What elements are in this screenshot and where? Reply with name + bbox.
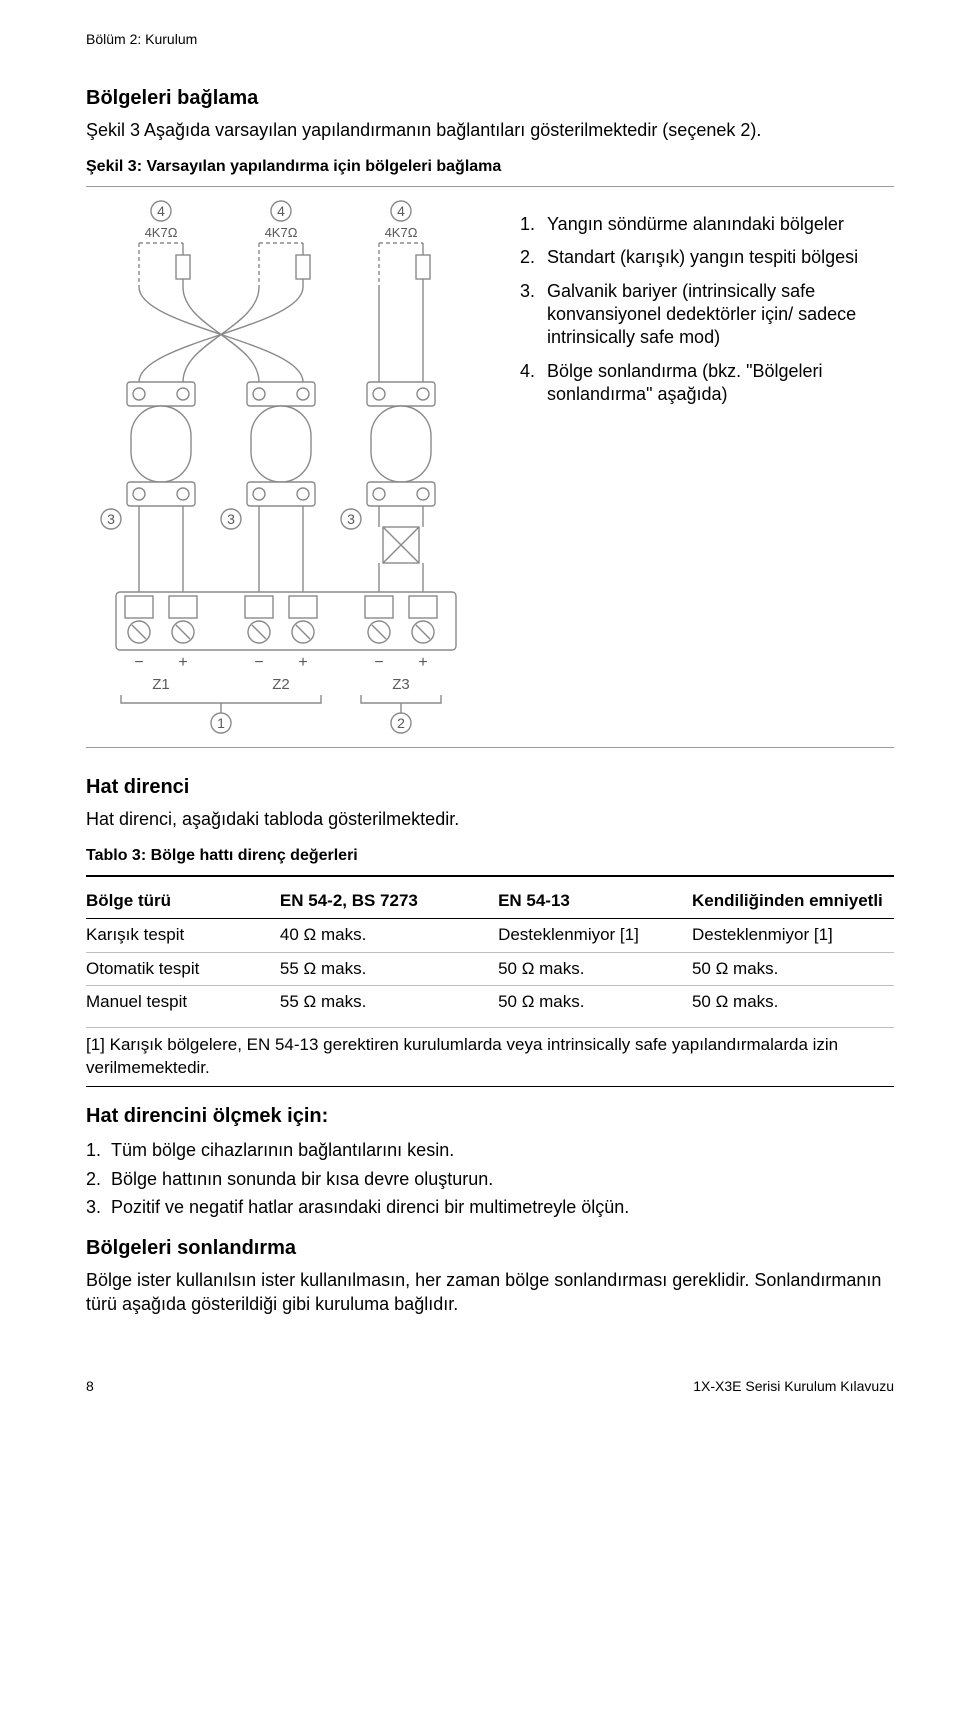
svg-text:+: + [418,654,427,671]
heading-bolgeleri-sonlandirma: Bölgeleri sonlandırma [86,1235,894,1262]
table-cell: 50 Ω maks. [498,986,692,1019]
step-item: 2. Bölge hattının sonunda bir kısa devre … [86,1167,894,1191]
step-text: Pozitif ve negatif hatlar arasındaki dir… [111,1195,629,1219]
step-item: 3. Pozitif ve negatif hatlar arasındaki d… [86,1195,894,1219]
table-row: Karışık tespit40 Ω maks.Desteklenmiyor [… [86,918,894,952]
legend-text: Standart (karışık) yangın tespiti bölges… [547,246,894,269]
heading-hat-direnci: Hat direnci [86,774,894,801]
svg-text:4: 4 [157,203,165,219]
table-cell: Desteklenmiyor [1] [692,918,894,952]
page-footer: 8 1X-X3E Serisi Kurulum Kılavuzu [86,1377,894,1396]
legend-item: 3.Galvanik bariyer (intrinsically safe k… [520,280,894,350]
table-cell: Otomatik tespit [86,952,280,986]
step-item: 1. Tüm bölge cihazlarının bağlantılarını … [86,1138,894,1162]
step-num: 2. [86,1167,101,1191]
table-caption: Tablo 3: Bölge hattı direnç değerleri [86,845,894,867]
svg-text:4K7Ω: 4K7Ω [385,225,418,240]
step-text: Bölge hattının sonunda bir kısa devre ol… [111,1167,493,1191]
figure-caption: Şekil 3: Varsayılan yapılandırma için bö… [86,156,894,178]
svg-text:−: − [374,654,383,671]
legend-text: Yangın söndürme alanındaki bölgeler [547,213,894,236]
step-text: Tüm bölge cihazlarının bağlantılarını ke… [111,1138,454,1162]
svg-text:Z2: Z2 [272,676,290,693]
legend-text: Galvanik bariyer (intrinsically safe kon… [547,280,894,350]
table-row: Otomatik tespit55 Ω maks.50 Ω maks.50 Ω … [86,952,894,986]
hat-direnci-paragraph: Hat direnci, aşağıdaki tabloda gösterilm… [86,807,894,831]
table-cell: 50 Ω maks. [692,952,894,986]
legend-item: 1. Yangın söndürme alanındaki bölgeler [520,213,894,236]
table-header: Kendiliğinden emniyetli [692,885,894,918]
table-cell: Desteklenmiyor [1] [498,918,692,952]
table-cell: Manuel tespit [86,986,280,1019]
intro-paragraph: Şekil 3 Aşağıda varsayılan yapılandırman… [86,118,894,142]
svg-text:+: + [298,654,307,671]
sonlandirma-paragraph: Bölge ister kullanılsın ister kullanılma… [86,1268,894,1317]
legend-num: 4. [520,360,535,407]
svg-text:3: 3 [227,511,235,527]
step-num: 1. [86,1138,101,1162]
table-top-rule [86,875,894,877]
legend-num: 1. [520,213,535,236]
table-cell: 50 Ω maks. [498,952,692,986]
doc-title: 1X-X3E Serisi Kurulum Kılavuzu [693,1377,894,1396]
step-num: 3. [86,1195,101,1219]
figure-row: 44K7Ω44K7Ω44K7Ω 333 −+−+−+ Z1Z2Z [86,197,894,737]
table-cell: 50 Ω maks. [692,986,894,1019]
svg-text:−: − [254,654,263,671]
table-cell: 40 Ω maks. [280,918,498,952]
table-cell: 55 Ω maks. [280,952,498,986]
resistance-table: Bölge türüEN 54-2, BS 7273EN 54-13Kendil… [86,885,894,1020]
chapter-header: Bölüm 2: Kurulum [86,30,894,49]
figure-rule-top [86,186,894,187]
svg-text:4: 4 [277,203,285,219]
legend-num: 2. [520,246,535,269]
procedure-steps: 1. Tüm bölge cihazlarının bağlantılarını … [86,1138,894,1219]
table-footnote: [1] Karışık bölgelere, EN 54-13 gerektir… [86,1027,894,1087]
heading-procedure: Hat direncini ölçmek için: [86,1103,894,1130]
svg-text:2: 2 [397,715,405,731]
table-cell: 55 Ω maks. [280,986,498,1019]
table-header: EN 54-13 [498,885,692,918]
svg-text:3: 3 [107,511,115,527]
heading-bolgeleri-baglama: Bölgeleri bağlama [86,85,894,112]
legend-text: Bölge sonlandırma (bkz. "Bölgeleri sonla… [547,360,894,407]
svg-text:4: 4 [397,203,405,219]
legend-item: 2. Standart (karışık) yangın tespiti bölg… [520,246,894,269]
legend-item: 4. Bölge sonlandırma (bkz. "Bölgeleri son… [520,360,894,407]
wiring-diagram: 44K7Ω44K7Ω44K7Ω 333 −+−+−+ Z1Z2Z [86,197,486,737]
svg-text:3: 3 [347,511,355,527]
figure-legend: 1. Yangın söndürme alanındaki bölgeler 2. S… [520,197,894,417]
svg-text:Z1: Z1 [152,676,170,693]
table-header: Bölge türü [86,885,280,918]
svg-text:−: − [134,654,143,671]
svg-text:4K7Ω: 4K7Ω [265,225,298,240]
legend-num: 3. [520,280,535,350]
table-header: EN 54-2, BS 7273 [280,885,498,918]
svg-text:Z3: Z3 [392,676,410,693]
svg-text:4K7Ω: 4K7Ω [145,225,178,240]
page-number: 8 [86,1377,94,1396]
figure-rule-bottom [86,747,894,748]
table-cell: Karışık tespit [86,918,280,952]
table-row: Manuel tespit55 Ω maks.50 Ω maks.50 Ω ma… [86,986,894,1019]
svg-text:1: 1 [217,715,225,731]
svg-text:+: + [178,654,187,671]
